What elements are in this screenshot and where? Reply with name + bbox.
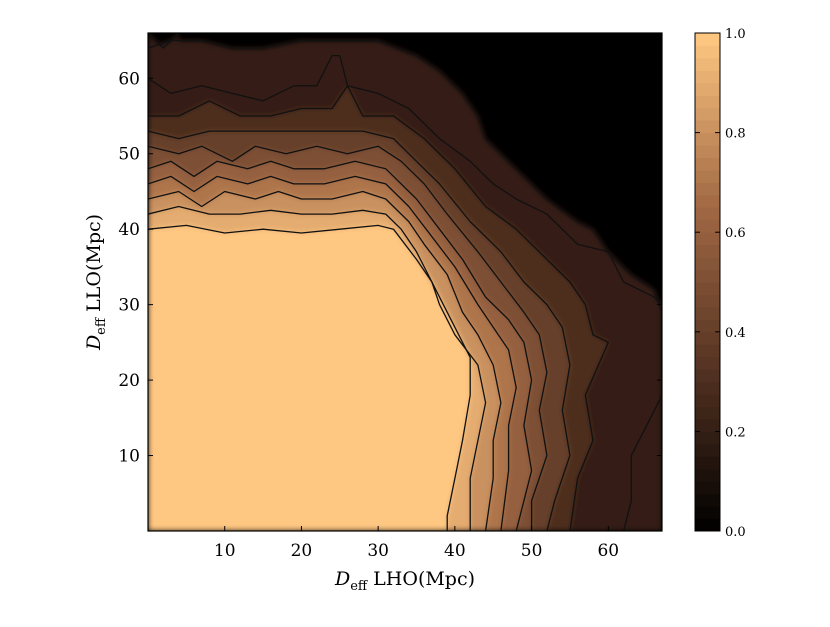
- colorbar-band: [695, 306, 720, 320]
- colorbar-band: [695, 145, 720, 158]
- colorbar-band: [695, 468, 720, 482]
- colorbar-tick-label: 0.0: [725, 525, 746, 540]
- x-axis-label: Deff LHO(Mpc): [334, 568, 475, 594]
- contour-band: [148, 225, 471, 531]
- colorbar-band: [695, 394, 720, 407]
- y-tick-label: 50: [118, 145, 140, 165]
- contour-lines: [148, 33, 662, 531]
- colorbar-band: [695, 182, 720, 196]
- colorbar-band: [695, 331, 720, 345]
- y-tick-label: 30: [118, 296, 140, 316]
- x-tick-label: 40: [444, 541, 466, 561]
- y-tick-label: 10: [118, 447, 140, 467]
- colorbar-band: [695, 169, 720, 183]
- colorbar-band: [695, 257, 720, 271]
- contour-line: [148, 39, 662, 306]
- colorbar-tick-label: 0.8: [725, 127, 746, 142]
- colorbar-frame: [694, 32, 721, 532]
- colorbar-band: [695, 381, 720, 395]
- x-tick-label: 60: [597, 541, 619, 561]
- colorbar-band: [695, 356, 720, 370]
- contour-line: [148, 190, 502, 531]
- x-axis-label-sub: eff: [350, 579, 369, 594]
- colorbar-band: [695, 456, 720, 470]
- colorbar-band: [695, 506, 720, 520]
- contour-line: [622, 394, 662, 531]
- colorbar-band: [695, 219, 720, 233]
- y-axis-label-var: D: [83, 335, 105, 351]
- colorbar-band: [695, 418, 720, 432]
- colorbar-tick-label: 0.4: [725, 326, 746, 341]
- colorbar-band: [695, 33, 720, 46]
- y-axis-label: Deff LLO(Mpc): [83, 214, 109, 351]
- colorbar-band: [695, 269, 720, 283]
- plot-frame: [147, 32, 663, 532]
- colorbar-band: [695, 95, 720, 109]
- contour-line: [148, 130, 571, 531]
- colorbar-band: [695, 207, 720, 221]
- y-tick-label: 40: [118, 220, 140, 240]
- colorbar-band: [695, 194, 720, 208]
- colorbar-band: [695, 518, 720, 532]
- colorbar-band: [695, 431, 720, 445]
- colorbar-band: [695, 481, 720, 495]
- colorbar-band: [695, 244, 720, 258]
- colorbar-band: [695, 493, 720, 507]
- x-axis-ticks: 10 20 30 40 50 60: [214, 33, 619, 561]
- y-tick-label: 60: [118, 69, 140, 89]
- contour-line: [148, 145, 548, 531]
- colorbar-band: [695, 369, 720, 383]
- contour-line: [148, 33, 180, 49]
- colorbar-band: [695, 443, 720, 457]
- x-tick-label: 50: [521, 541, 543, 561]
- colorbar-band: [695, 107, 720, 121]
- y-axis-label-sub: eff: [94, 316, 109, 335]
- x-tick-label: 20: [291, 541, 313, 561]
- y-axis-label-text: LLO(Mpc): [83, 214, 105, 318]
- x-axis-label-text: LHO(Mpc): [367, 568, 475, 590]
- contour-line: [148, 54, 662, 313]
- contour-line: [148, 224, 471, 531]
- colorbar-band: [695, 70, 720, 84]
- colorbar-band: [695, 120, 720, 134]
- colorbar-band: [695, 232, 720, 246]
- x-axis-label-var: D: [334, 568, 350, 590]
- colorbar-band: [695, 294, 720, 308]
- colorbar-band: [695, 157, 720, 171]
- contour-line: [148, 205, 487, 531]
- colorbar-band: [695, 82, 720, 96]
- colorbar-band: [695, 406, 720, 420]
- y-axis-ticks: 10 20 30 40 50 60: [118, 69, 662, 467]
- colorbar-band: [695, 57, 720, 71]
- colorbar-tick-label: 0.6: [725, 226, 746, 241]
- colorbar-bands: [695, 33, 720, 532]
- colorbar-tick-label: 0.2: [725, 425, 746, 440]
- contour-line: [148, 85, 609, 531]
- colorbar-ticks: 1.0 0.8 0.6 0.4 0.2 0.0: [695, 27, 746, 540]
- colorbar-band: [695, 282, 720, 295]
- colorbar-band: [695, 45, 720, 59]
- colorbar-band: [695, 319, 720, 333]
- x-tick-label: 30: [367, 541, 389, 561]
- contour-line: [148, 160, 533, 531]
- x-tick-label: 10: [214, 541, 236, 561]
- colorbar-tick-label: 1.0: [725, 27, 746, 42]
- contour-line: [148, 175, 517, 531]
- y-tick-label: 20: [118, 371, 140, 391]
- colorbar-band: [695, 344, 720, 358]
- colorbar-band: [695, 132, 720, 146]
